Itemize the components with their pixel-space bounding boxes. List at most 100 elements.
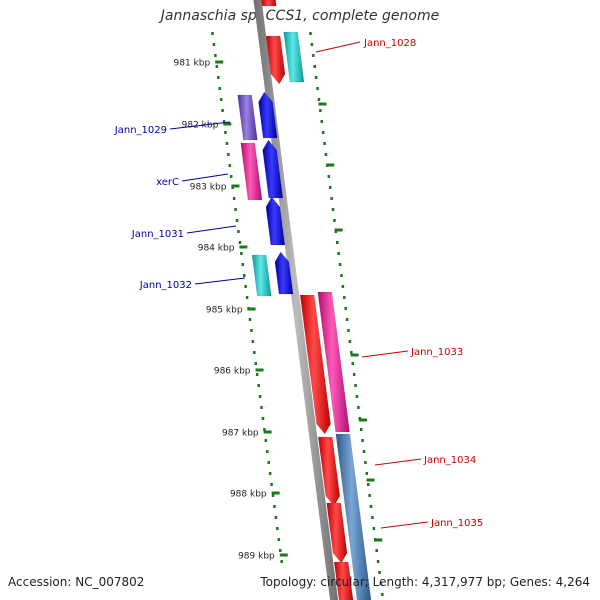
gene-label: Jann_1031 xyxy=(131,229,184,240)
gene-label-leader xyxy=(186,225,237,234)
ruler-dot-right xyxy=(375,549,378,552)
kbp-tick-mark xyxy=(255,368,264,372)
ruler-dot-left xyxy=(260,406,263,409)
ruler-dot-left xyxy=(219,98,223,101)
ruler-dot-left xyxy=(251,340,255,343)
kbp-tick-label: 981 kbp xyxy=(174,59,211,69)
ruler-dot-right xyxy=(328,186,332,189)
ruler-dot-right xyxy=(364,461,367,464)
ruler-dot-right xyxy=(344,307,347,310)
kbp-tick-mark xyxy=(247,307,256,311)
gene-label: Jann_1035 xyxy=(430,518,483,529)
kbp-tick-mark-right xyxy=(334,228,343,232)
ruler-dot-right xyxy=(361,439,364,442)
kbp-tick-label: 988 kbp xyxy=(230,490,267,500)
ruler-dot-left xyxy=(273,505,276,508)
ruler-dot-left xyxy=(280,560,283,563)
gene-block-Jann_1028 xyxy=(283,31,305,83)
kbp-tick-mark-right xyxy=(318,102,327,106)
gene-block-red-bottom xyxy=(333,561,354,600)
ruler-dot-left xyxy=(270,483,273,486)
ruler-dot-left xyxy=(235,219,239,222)
kbp-tick-label: 984 kbp xyxy=(198,244,235,254)
ruler-dot-left xyxy=(240,252,243,255)
gene-block-Jann_1035 xyxy=(326,502,348,564)
gene-label: xerC xyxy=(156,177,179,188)
gene-label-leader xyxy=(194,277,246,285)
ruler-dot-right xyxy=(366,483,370,486)
ruler-dot-left xyxy=(248,318,252,321)
ruler-dot-left xyxy=(218,87,221,90)
ruler-dot-left xyxy=(225,142,229,145)
gene-label: Jann_1028 xyxy=(363,38,416,49)
ruler-dot-right xyxy=(362,450,366,453)
gene-label-leader xyxy=(181,173,229,182)
gene-block-red xyxy=(265,35,286,85)
ruler-dot-left xyxy=(238,241,242,244)
ruler-dot-left xyxy=(234,208,237,211)
ruler-dot-left xyxy=(276,527,279,530)
ruler-dot-right xyxy=(313,65,316,68)
ruler-dot-left xyxy=(217,76,220,79)
kbp-tick-mark-right xyxy=(366,478,375,482)
ruler-dot-right xyxy=(317,98,321,101)
gene-block-top-red xyxy=(261,0,277,7)
kbp-tick-mark xyxy=(279,553,288,557)
ruler-dot-right xyxy=(321,131,325,134)
topology-text: Topology: circular; Length: 4,317,977 bp… xyxy=(260,575,590,589)
ruler-dot-left xyxy=(212,43,216,46)
ruler-dot-left xyxy=(242,274,246,277)
kbp-tick-mark xyxy=(239,245,248,249)
ruler-dot-right xyxy=(354,384,357,387)
ruler-dot-right xyxy=(365,472,369,475)
ruler-dot-left xyxy=(253,351,256,354)
gene-label-leader xyxy=(374,458,422,466)
kbp-tick-mark xyxy=(231,184,240,188)
ruler-dot-right xyxy=(371,516,374,519)
gene-block-blue-2 xyxy=(262,139,284,199)
ruler-dot-right xyxy=(331,208,335,211)
ruler-dot-right xyxy=(378,571,381,574)
ruler-dot-right xyxy=(319,109,322,112)
ruler-dot-right xyxy=(314,76,318,79)
gene-label: Jann_1033 xyxy=(410,347,463,358)
ruler-dot-right xyxy=(357,406,360,409)
gene-label-leader xyxy=(380,521,429,529)
ruler-dot-left xyxy=(222,120,226,123)
gene-block-red-2 xyxy=(299,294,331,435)
kbp-tick-label: 989 kbp xyxy=(238,552,275,562)
ruler-dot-left xyxy=(237,230,240,233)
ruler-dot-left xyxy=(266,450,269,453)
ruler-dot-left xyxy=(255,373,259,376)
gene-label: Jann_1032 xyxy=(139,280,192,291)
gene-block-blue-3 xyxy=(274,251,294,295)
ruler-dot-right xyxy=(369,505,373,508)
ruler-dot-right xyxy=(368,494,371,497)
ruler-dot-right xyxy=(343,296,346,299)
ruler-dot-left xyxy=(244,285,247,288)
ruler-dot-left xyxy=(263,428,266,431)
ruler-dot-right xyxy=(340,274,343,277)
ruler-dot-right xyxy=(351,362,354,365)
kbp-tick-mark xyxy=(223,122,232,126)
kbp-tick-label: 983 kbp xyxy=(190,183,227,193)
gene-block-xerC xyxy=(240,142,263,201)
ruler-dot-left xyxy=(228,164,232,167)
ruler-dot-left xyxy=(224,131,227,134)
ruler-dot-left xyxy=(215,65,219,68)
ruler-dot-left xyxy=(277,538,281,541)
kbp-tick-label: 985 kbp xyxy=(206,306,243,316)
gene-block-Jann_1033 xyxy=(317,291,350,433)
gene-block-Jann_1031 xyxy=(265,196,286,246)
ruler-dot-right xyxy=(337,252,340,255)
ruler-dot-left xyxy=(211,32,214,35)
ruler-dot-left xyxy=(232,197,236,200)
ruler-dot-left xyxy=(268,472,272,475)
ruler-dot-right xyxy=(379,582,383,585)
kbp-tick-mark xyxy=(263,430,272,434)
ruler-dot-right xyxy=(312,54,315,57)
gene-labels: Jann_1028 Jann_1029 xerC Jann_1031 Jann_1032… xyxy=(114,38,483,529)
ruler-dot-right xyxy=(336,241,339,244)
kbp-tick-label: 987 kbp xyxy=(222,429,259,439)
ruler-dot-left xyxy=(221,109,224,112)
